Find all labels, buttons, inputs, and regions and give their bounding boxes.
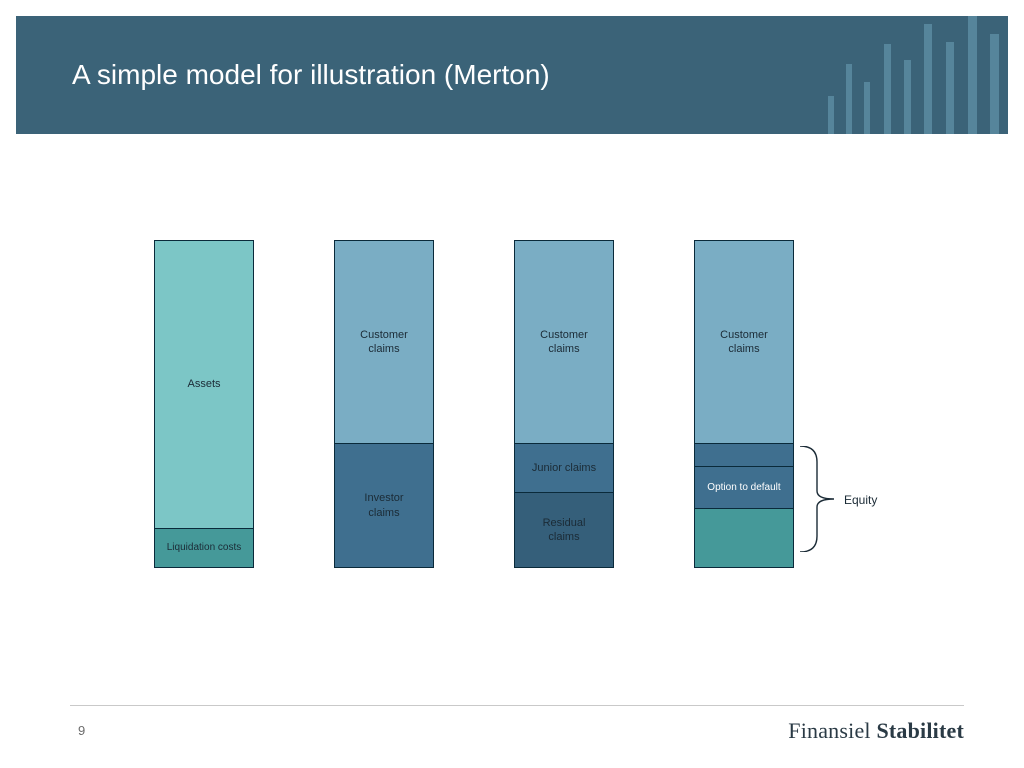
brand-logo: Finansiel Stabilitet xyxy=(788,718,964,744)
page-number: 9 xyxy=(78,723,85,738)
segment-label: Residual claims xyxy=(543,516,586,545)
brand-light: Finansiel xyxy=(788,718,876,743)
segment-label: Investor claims xyxy=(364,491,403,520)
column-3-segment-1: Customer claims xyxy=(515,241,613,443)
title-band: A simple model for illustration (Merton) xyxy=(16,16,1008,134)
title-band-decoration-icon xyxy=(788,16,1008,134)
column-4-segment-4 xyxy=(695,508,793,567)
column-2-segment-2: Investor claims xyxy=(335,443,433,567)
column-3-segment-3: Residual claims xyxy=(515,492,613,567)
slide-title: A simple model for illustration (Merton) xyxy=(72,59,550,91)
segment-label: Junior claims xyxy=(532,461,596,475)
brand-heavy: Stabilitet xyxy=(876,718,964,743)
segment-label: Customer claims xyxy=(720,328,768,357)
column-3: Customer claims Junior claims Residual cla… xyxy=(514,240,614,568)
equity-brace-icon xyxy=(800,446,834,552)
segment-label: Liquidation costs xyxy=(167,541,242,554)
footer-rule xyxy=(70,705,964,706)
column-3-segment-2: Junior claims xyxy=(515,443,613,492)
column-1: Assets Liquidation costs xyxy=(154,240,254,568)
segment-label: Assets xyxy=(187,377,220,391)
segment-label: Customer claims xyxy=(540,328,588,357)
column-4-segment-1: Customer claims xyxy=(695,241,793,443)
column-2: Customer claims Investor claims xyxy=(334,240,434,568)
column-2-segment-1: Customer claims xyxy=(335,241,433,443)
segment-label: Option to default xyxy=(707,481,780,494)
segment-label: Customer claims xyxy=(360,328,408,357)
equity-label: Equity xyxy=(844,493,877,507)
column-1-segment-1: Assets xyxy=(155,241,253,528)
column-4-segment-2 xyxy=(695,443,793,466)
stacked-columns-chart: Assets Liquidation costs Customer claims In… xyxy=(0,240,1024,600)
slide: A simple model for illustration (Merton)… xyxy=(0,0,1024,768)
column-1-segment-2: Liquidation costs xyxy=(155,528,253,567)
column-4-segment-3: Option to default xyxy=(695,466,793,508)
column-4: Customer claims Option to default xyxy=(694,240,794,568)
